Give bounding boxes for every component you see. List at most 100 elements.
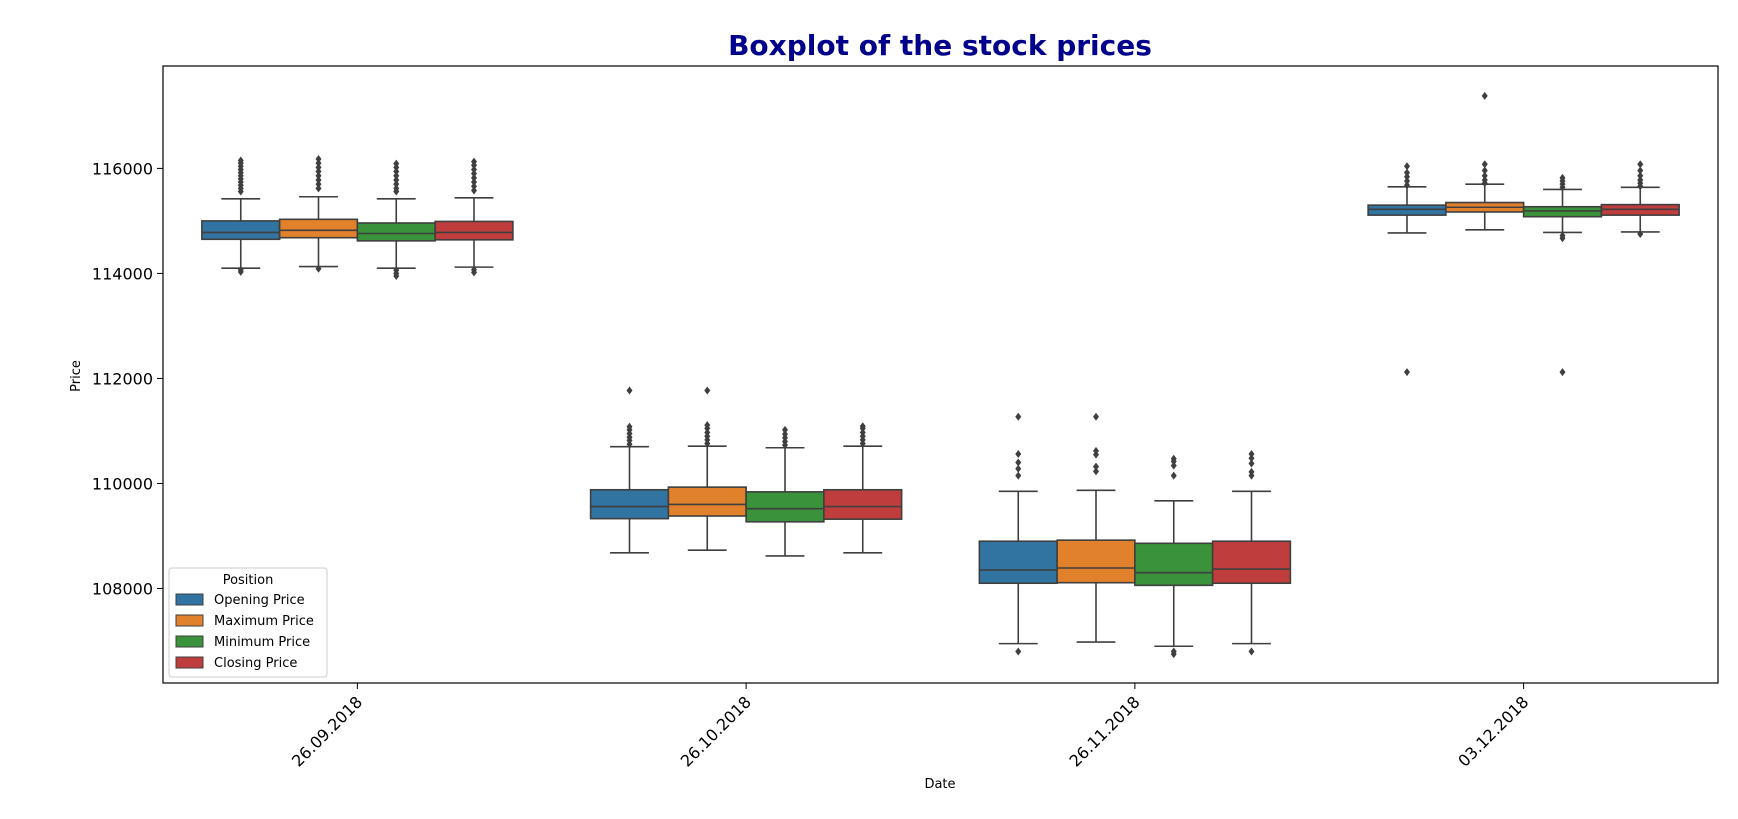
outlier-point bbox=[1559, 368, 1566, 377]
box bbox=[1211, 540, 1292, 585]
outlier-point bbox=[626, 422, 633, 431]
box-group bbox=[1445, 91, 1525, 231]
outlier-point bbox=[1248, 647, 1255, 656]
outlier-point bbox=[471, 157, 477, 166]
outlier-point bbox=[859, 422, 866, 431]
outlier-point bbox=[1093, 462, 1099, 471]
outlier-point bbox=[393, 171, 400, 180]
legend-label: Minimum Price bbox=[214, 635, 310, 650]
outlier-point bbox=[1093, 412, 1099, 421]
outlier-point bbox=[1015, 458, 1022, 467]
outlier-point bbox=[1637, 160, 1644, 169]
x-axis-label: Date bbox=[924, 777, 955, 792]
outlier-point bbox=[1015, 464, 1022, 473]
outlier-point bbox=[1248, 467, 1255, 476]
outlier-point bbox=[1248, 459, 1255, 468]
outlier-point bbox=[1093, 446, 1099, 455]
outlier-point bbox=[471, 186, 477, 195]
box bbox=[356, 222, 436, 242]
outlier-point bbox=[315, 180, 322, 189]
box-group bbox=[1522, 173, 1603, 377]
outlier-point bbox=[1481, 166, 1488, 175]
outlier-point bbox=[1404, 368, 1410, 377]
outlier-point bbox=[471, 178, 477, 187]
legend-frame bbox=[168, 567, 328, 678]
legend-swatch bbox=[175, 593, 204, 606]
outlier-point bbox=[471, 165, 477, 174]
outlier-point bbox=[1559, 173, 1566, 182]
box-group bbox=[1600, 160, 1680, 239]
outlier-point bbox=[1637, 166, 1644, 175]
box-group bbox=[1056, 412, 1136, 643]
outlier-point bbox=[1404, 176, 1410, 185]
outlier-point bbox=[704, 428, 711, 437]
outlier-point bbox=[315, 159, 322, 168]
outlier-point bbox=[1481, 175, 1488, 184]
outlier-point bbox=[1248, 454, 1255, 463]
box bbox=[589, 488, 670, 520]
x-tick-label: 26.10.2018 bbox=[677, 692, 755, 770]
legend-label: Closing Price bbox=[214, 656, 297, 671]
outlier-point bbox=[1637, 175, 1644, 184]
box-group bbox=[201, 156, 281, 276]
outlier-point bbox=[1093, 467, 1099, 476]
x-tick-label: 03.12.2018 bbox=[1454, 692, 1532, 770]
outlier-point bbox=[315, 163, 322, 172]
box bbox=[434, 220, 514, 241]
box-group bbox=[1211, 450, 1292, 656]
legend-swatch bbox=[175, 635, 204, 648]
outlier-point bbox=[1015, 471, 1022, 480]
outlier-point bbox=[1559, 231, 1566, 240]
outlier-point bbox=[315, 154, 322, 163]
chart-title: Boxplot of the stock prices bbox=[728, 29, 1152, 62]
outlier-point bbox=[1170, 461, 1177, 470]
outlier-point bbox=[1481, 160, 1488, 169]
outlier-point bbox=[471, 173, 477, 182]
box-group bbox=[1367, 162, 1447, 377]
outlier-point bbox=[1015, 450, 1022, 459]
y-tick-label: 110000 bbox=[92, 474, 153, 493]
box bbox=[278, 218, 359, 239]
x-axis: 26.09.2018 26.10.2018 26.11.2018 03.12.2018 bbox=[288, 683, 1532, 771]
legend-label: Opening Price bbox=[214, 593, 305, 608]
outlier-point bbox=[393, 180, 400, 189]
y-tick-label: 114000 bbox=[92, 264, 153, 283]
box-group bbox=[434, 157, 514, 277]
outlier-point bbox=[782, 425, 788, 434]
outlier-point bbox=[393, 175, 400, 184]
box bbox=[1134, 542, 1214, 587]
x-tick-label: 26.11.2018 bbox=[1065, 692, 1143, 770]
box bbox=[823, 488, 903, 520]
outlier-point bbox=[859, 428, 866, 437]
box-group bbox=[589, 386, 670, 554]
outlier-point bbox=[471, 265, 477, 274]
outlier-point bbox=[1637, 171, 1644, 180]
outlier-point bbox=[626, 386, 633, 395]
outlier-point bbox=[315, 171, 322, 180]
outlier-point bbox=[393, 266, 400, 275]
outlier-point bbox=[1481, 91, 1488, 100]
outlier-point bbox=[1015, 412, 1022, 421]
x-tick-label: 26.09.2018 bbox=[288, 692, 366, 770]
outlier-point bbox=[393, 159, 400, 168]
box-group bbox=[278, 154, 359, 273]
box-group bbox=[1134, 454, 1214, 659]
y-tick-label: 112000 bbox=[92, 369, 153, 388]
outlier-point bbox=[704, 421, 711, 430]
y-axis-label: Price bbox=[69, 360, 84, 392]
outlier-point bbox=[1248, 450, 1255, 459]
legend-label: Maximum Price bbox=[214, 614, 314, 629]
boxes-layer bbox=[201, 91, 1680, 659]
outlier-point bbox=[1170, 454, 1177, 463]
y-tick-label: 116000 bbox=[92, 159, 153, 178]
outlier-point bbox=[237, 265, 244, 274]
box-group bbox=[745, 425, 825, 557]
legend-title: Position bbox=[223, 573, 274, 588]
outlier-point bbox=[1404, 181, 1410, 190]
outlier-point bbox=[1481, 171, 1488, 180]
outlier-point bbox=[393, 184, 400, 193]
legend: Position Opening Price Maximum Price Minim… bbox=[168, 567, 328, 678]
legend-swatch bbox=[175, 656, 204, 669]
outlier-point bbox=[315, 184, 322, 193]
